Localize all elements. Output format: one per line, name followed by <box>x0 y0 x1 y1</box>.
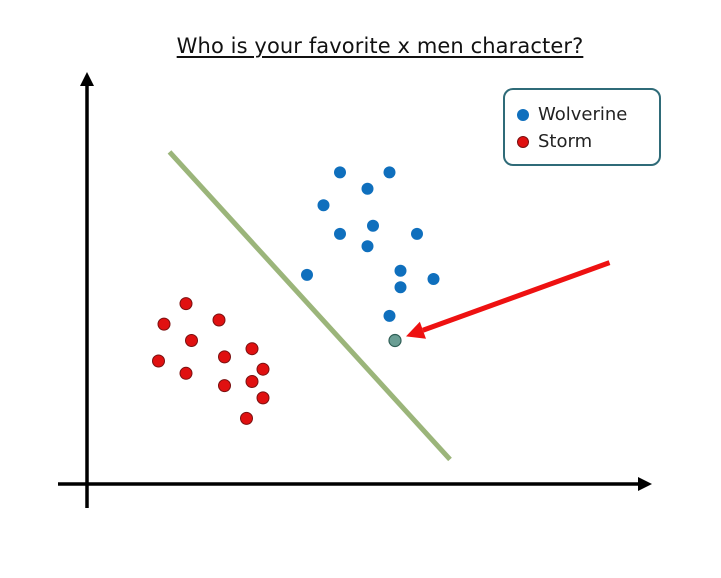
data-point-wolverine <box>394 264 407 277</box>
pointer-arrow-layer <box>406 260 611 339</box>
data-point-wolverine <box>334 227 346 240</box>
data-point-wolverine <box>411 227 423 240</box>
legend-swatch-wolverine <box>517 108 529 121</box>
data-point-new-point <box>388 333 402 348</box>
legend-label-wolverine: Wolverine <box>538 104 628 125</box>
data-point-storm <box>218 350 231 364</box>
data-point-storm <box>185 334 198 347</box>
legend-item-storm: Storm <box>517 131 592 152</box>
legend-label-storm: Storm <box>538 131 593 152</box>
data-point-storm <box>179 297 193 311</box>
data-point-storm <box>212 313 226 327</box>
data-point-wolverine <box>317 199 330 212</box>
data-point-storm <box>157 317 171 331</box>
data-point-wolverine <box>383 309 396 322</box>
data-point-storm <box>245 375 259 388</box>
data-point-wolverine <box>301 268 313 281</box>
data-point-storm <box>218 379 231 393</box>
decision-boundary-layer <box>167 150 452 462</box>
legend-swatch-storm <box>517 135 529 148</box>
data-point-storm <box>179 366 193 380</box>
chart-title: Who is your favorite x men character? <box>176 34 584 58</box>
data-point-storm <box>240 411 253 425</box>
decision-boundary-line <box>167 150 452 462</box>
data-point-storm <box>152 354 165 368</box>
data-point-wolverine <box>383 166 396 179</box>
data-point-wolverine <box>361 182 374 195</box>
legend-item-wolverine: Wolverine <box>517 104 627 125</box>
pointer-arrow-shaft <box>422 260 611 333</box>
x-axis <box>58 477 652 491</box>
data-point-storm <box>256 391 270 405</box>
data-point-wolverine <box>334 166 346 179</box>
data-point-wolverine <box>361 240 374 253</box>
data-point-wolverine <box>367 219 379 232</box>
data-point-storm <box>245 342 259 356</box>
legend: Wolverine Storm <box>503 88 661 166</box>
pointer-arrow-head <box>406 321 426 339</box>
data-points-layer <box>152 166 440 425</box>
data-point-storm <box>256 362 270 376</box>
data-point-wolverine <box>394 281 407 294</box>
y-axis <box>80 72 94 508</box>
data-point-wolverine <box>427 273 440 285</box>
